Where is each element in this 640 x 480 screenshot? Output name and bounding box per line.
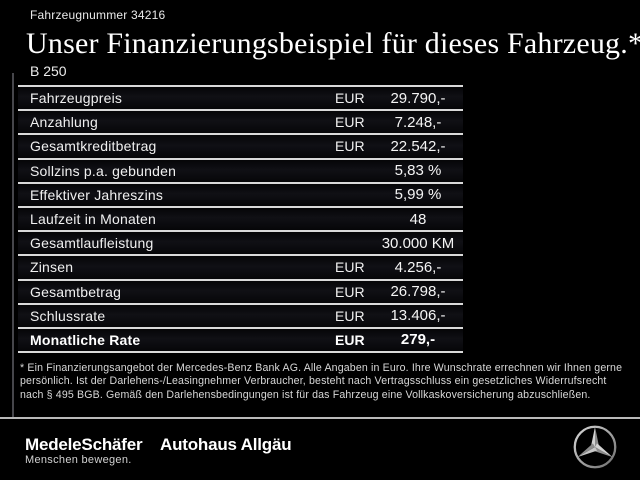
row-label: Monatliche Rate bbox=[30, 331, 141, 348]
row-value: 48 bbox=[409, 210, 427, 228]
row-value: 26.798,- bbox=[390, 283, 446, 301]
row-value: 13.406,- bbox=[390, 307, 446, 325]
row-label: Zinsen bbox=[30, 259, 74, 276]
financing-table: Fahrzeugpreis EUR 29.790,- Anzahlung EUR 7.24… bbox=[18, 85, 463, 354]
table-row: Monatliche Rate EUR 279,- bbox=[18, 328, 463, 354]
row-value: 4.256,- bbox=[394, 258, 442, 276]
dealer-logo-autohaus-allgaeu: Autohaus Allgäu bbox=[160, 435, 292, 454]
table-row: Anzahlung EUR 7.248,- bbox=[18, 111, 463, 136]
table-row: Zinsen EUR 4.256,- bbox=[18, 256, 463, 281]
table-row: Sollzins p.a. gebunden 5,83 % bbox=[18, 159, 463, 184]
dealer-logo-medele-schaefer: MedeleSchäfer bbox=[25, 435, 143, 454]
row-currency: EUR bbox=[335, 283, 365, 300]
row-label: Effektiver Jahreszins bbox=[30, 186, 164, 203]
row-label: Gesamtlaufleistung bbox=[30, 235, 154, 252]
dealer-tagline: Menschen bewegen. bbox=[25, 454, 132, 466]
footer-divider bbox=[0, 417, 640, 419]
model-label: B 250 bbox=[30, 63, 67, 79]
left-edge-line bbox=[12, 73, 14, 417]
mercedes-star-icon bbox=[572, 424, 618, 470]
row-value: 5,99 % bbox=[394, 186, 442, 204]
row-currency: EUR bbox=[335, 331, 365, 348]
table-row: Fahrzeugpreis EUR 29.790,- bbox=[18, 87, 463, 112]
row-value: 5,83 % bbox=[394, 162, 442, 180]
page-title: Unser Finanzierungsbeispiel für dieses F… bbox=[26, 27, 640, 60]
row-value: 29.790,- bbox=[390, 89, 446, 107]
footer: MedeleSchäfer Menschen bewegen. Autohaus… bbox=[0, 419, 640, 480]
row-value: 22.542,- bbox=[390, 137, 446, 155]
row-currency: EUR bbox=[335, 259, 365, 276]
table-row: Gesamtbetrag EUR 26.798,- bbox=[18, 280, 463, 305]
table-row: Laufzeit in Monaten 48 bbox=[18, 207, 463, 233]
row-label: Anzahlung bbox=[30, 114, 98, 131]
table-row: Schlussrate EUR 13.406,- bbox=[18, 304, 463, 329]
table-row: Gesamtkreditbetrag EUR 22.542,- bbox=[18, 135, 463, 160]
row-label: Laufzeit in Monaten bbox=[30, 211, 156, 228]
row-label: Gesamtbetrag bbox=[30, 283, 122, 300]
vehicle-number: Fahrzeugnummer 34216 bbox=[30, 8, 166, 22]
row-currency: EUR bbox=[335, 138, 365, 155]
row-label: Fahrzeugpreis bbox=[30, 90, 123, 107]
row-value: 30.000 KM bbox=[381, 234, 455, 252]
row-label: Sollzins p.a. gebunden bbox=[30, 162, 177, 179]
table-row: Effektiver Jahreszins 5,99 % bbox=[18, 183, 463, 208]
row-label: Gesamtkreditbetrag bbox=[30, 138, 157, 155]
table-row: Gesamtlaufleistung 30.000 KM bbox=[18, 232, 463, 257]
row-label: Schlussrate bbox=[30, 307, 106, 324]
row-currency: EUR bbox=[335, 114, 365, 131]
row-currency: EUR bbox=[335, 90, 365, 107]
row-value: 7.248,- bbox=[394, 113, 442, 131]
row-value: 279,- bbox=[400, 331, 436, 349]
disclaimer-text: * Ein Finanzierungsangebot der Mercedes-… bbox=[20, 362, 623, 401]
row-currency: EUR bbox=[335, 307, 365, 324]
